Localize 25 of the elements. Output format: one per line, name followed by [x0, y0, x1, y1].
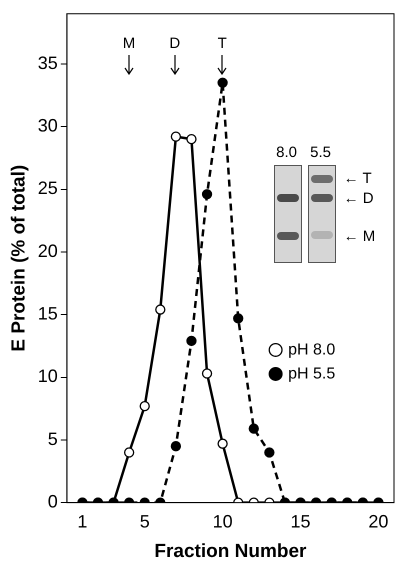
x-tick-label: 1: [77, 511, 88, 532]
x-axis-title: Fraction Number: [154, 540, 308, 562]
annotation: 5.5: [310, 144, 332, 162]
x-tick-label: 10: [212, 511, 233, 532]
annotation: 8.0: [276, 144, 298, 162]
x-tick-label: 15: [290, 511, 311, 532]
y-tick-label: 25: [38, 178, 58, 198]
y-tick-label: 10: [38, 366, 58, 386]
annotation: ← D: [344, 190, 374, 208]
annotation: M: [122, 34, 136, 52]
legend-label: pH 5.5: [288, 365, 336, 382]
annotation: ← M: [344, 228, 376, 246]
y-tick-label: 5: [48, 428, 58, 449]
y-tick-label: 15: [38, 304, 58, 324]
annotation: D: [169, 34, 180, 52]
y-tick-label: 35: [38, 52, 58, 73]
legend-label: pH 8.0: [288, 341, 336, 358]
annotation: T: [218, 34, 227, 52]
annotation: ← T: [344, 170, 372, 188]
y-tick-label: 0: [48, 492, 58, 512]
x-tick-label: 5: [140, 511, 150, 532]
y-axis-title: E Protein (% of total): [8, 164, 30, 352]
y-tick-label: 30: [38, 116, 58, 136]
y-tick-label: 20: [38, 240, 58, 261]
x-tick-label: 20: [368, 511, 388, 532]
